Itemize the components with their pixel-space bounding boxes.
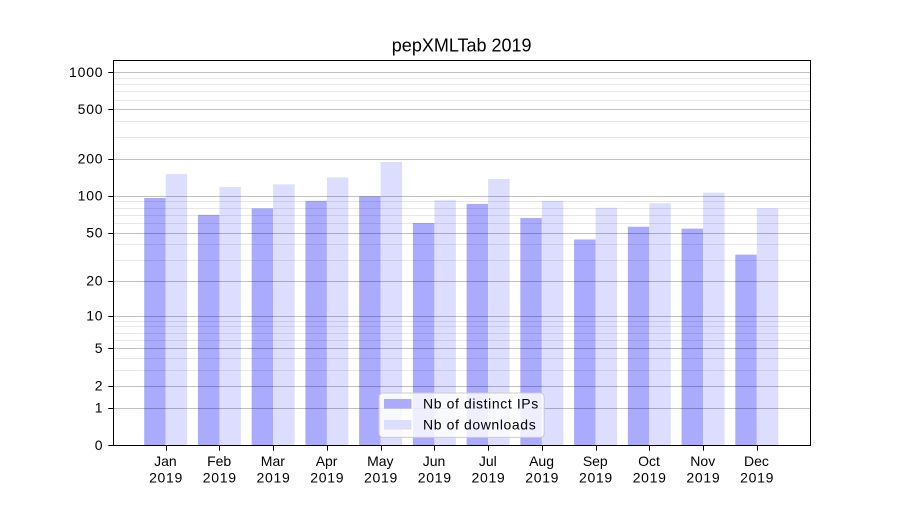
svg-text:0: 0 bbox=[95, 437, 104, 453]
svg-text:2019: 2019 bbox=[633, 469, 667, 485]
svg-text:1000: 1000 bbox=[69, 64, 103, 80]
svg-text:Jan: Jan bbox=[154, 453, 177, 469]
svg-text:Sep: Sep bbox=[583, 453, 608, 469]
svg-text:Feb: Feb bbox=[207, 453, 231, 469]
svg-text:200: 200 bbox=[78, 150, 104, 166]
svg-text:2: 2 bbox=[95, 377, 104, 393]
svg-text:Nb of downloads: Nb of downloads bbox=[423, 417, 536, 433]
svg-text:pepXMLTab 2019: pepXMLTab 2019 bbox=[392, 36, 532, 56]
svg-text:Nb of distinct IPs: Nb of distinct IPs bbox=[423, 396, 539, 412]
svg-text:2019: 2019 bbox=[257, 469, 291, 485]
svg-text:Jun: Jun bbox=[423, 453, 446, 469]
svg-text:2019: 2019 bbox=[686, 469, 720, 485]
svg-text:2019: 2019 bbox=[418, 469, 452, 485]
svg-text:May: May bbox=[367, 453, 393, 469]
svg-text:2019: 2019 bbox=[525, 469, 559, 485]
svg-text:Jul: Jul bbox=[479, 453, 497, 469]
svg-text:Aug: Aug bbox=[529, 453, 554, 469]
svg-text:20: 20 bbox=[86, 272, 103, 288]
svg-text:2019: 2019 bbox=[310, 469, 344, 485]
svg-text:Apr: Apr bbox=[316, 453, 338, 469]
svg-text:5: 5 bbox=[95, 340, 104, 356]
svg-text:1: 1 bbox=[95, 399, 104, 415]
svg-text:2019: 2019 bbox=[203, 469, 237, 485]
svg-text:Oct: Oct bbox=[638, 453, 660, 469]
svg-text:2019: 2019 bbox=[364, 469, 398, 485]
svg-text:50: 50 bbox=[86, 225, 103, 241]
svg-text:2019: 2019 bbox=[149, 469, 183, 485]
svg-text:100: 100 bbox=[78, 188, 104, 204]
svg-text:Mar: Mar bbox=[261, 453, 285, 469]
svg-text:2019: 2019 bbox=[471, 469, 505, 485]
svg-text:2019: 2019 bbox=[740, 469, 774, 485]
svg-text:500: 500 bbox=[78, 101, 104, 117]
svg-text:2019: 2019 bbox=[579, 469, 613, 485]
svg-text:Nov: Nov bbox=[690, 453, 715, 469]
svg-text:10: 10 bbox=[86, 307, 103, 323]
svg-text:Dec: Dec bbox=[744, 453, 769, 469]
